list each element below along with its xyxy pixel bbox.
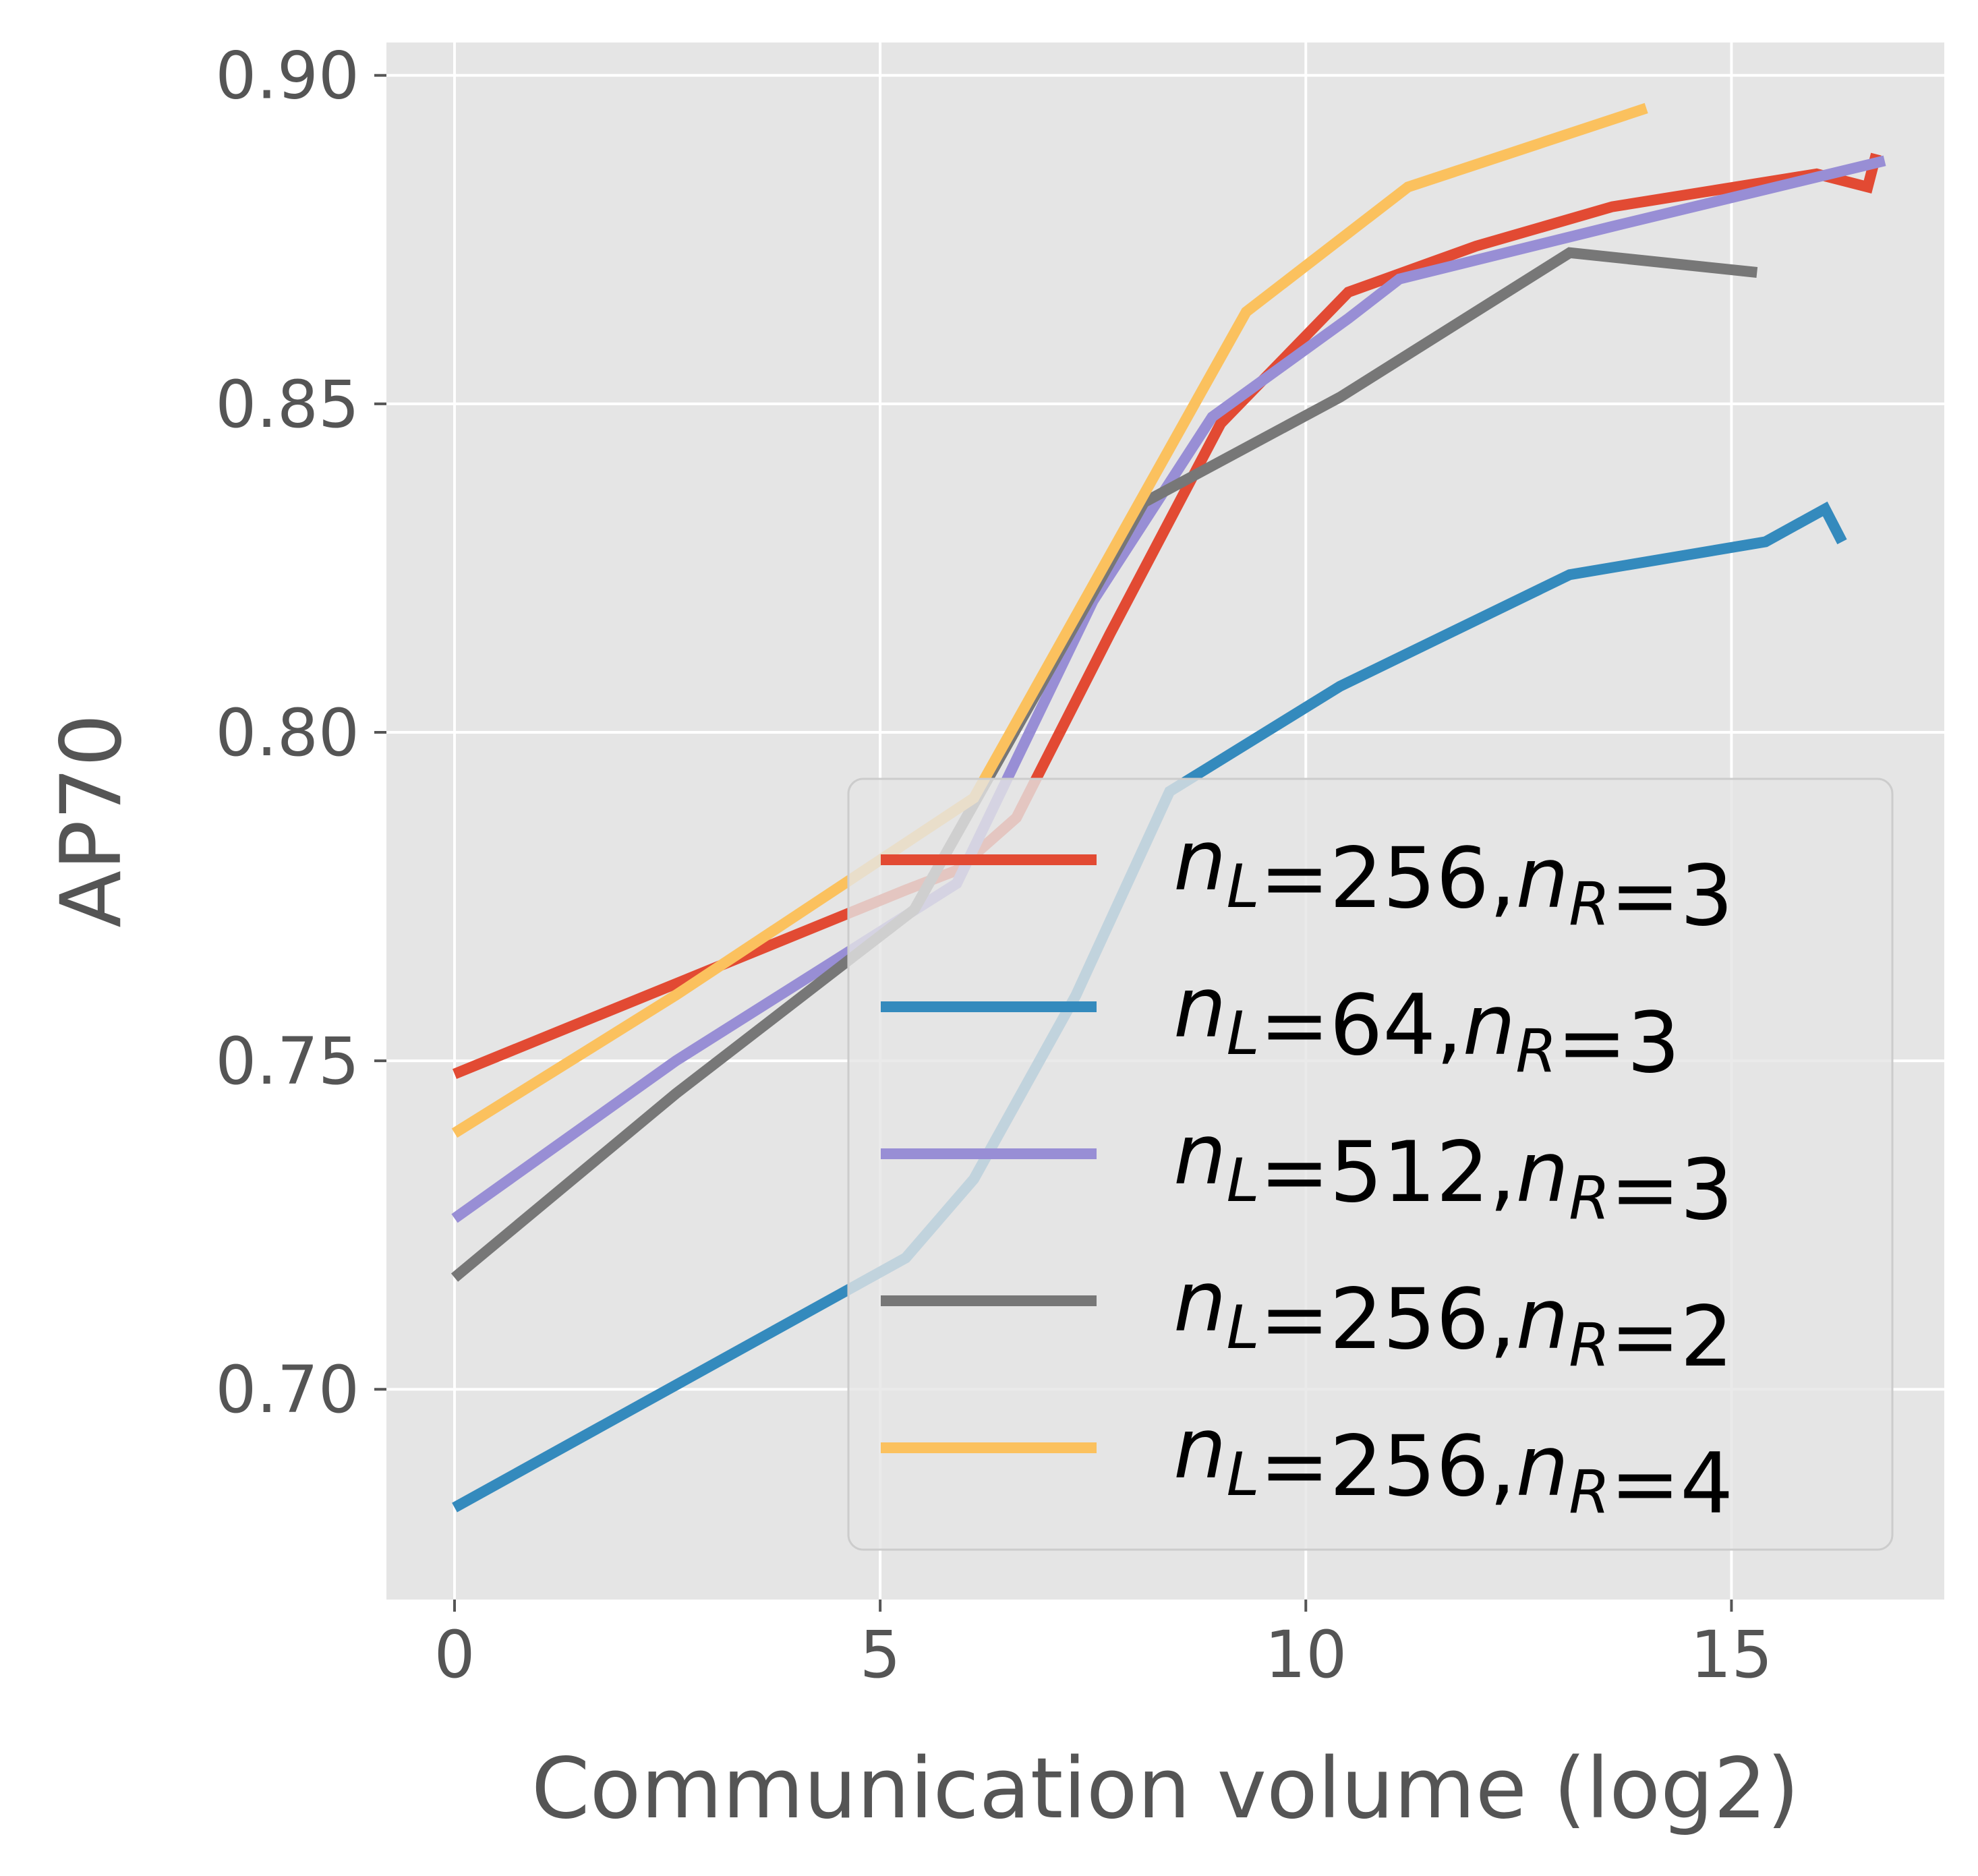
- legend-label: nL=64,nR=3: [1173, 960, 1680, 1092]
- legend-label: nL=256,nR=2: [1173, 1254, 1733, 1386]
- x-tick-label: 15: [1690, 1617, 1772, 1693]
- y-axis-label: AP70: [43, 713, 140, 927]
- y-tick-label: 0.90: [215, 38, 359, 114]
- y-tick-label: 0.80: [215, 695, 359, 771]
- legend-label: nL=512,nR=3: [1173, 1107, 1733, 1239]
- legend-label: nL=256,nR=4: [1173, 1401, 1733, 1533]
- y-tick-label: 0.85: [215, 367, 359, 442]
- legend-label: nL=256,nR=3: [1173, 813, 1733, 945]
- x-tick-label: 5: [860, 1617, 901, 1693]
- y-tick-label: 0.70: [215, 1352, 359, 1428]
- x-tick-label: 0: [434, 1617, 475, 1693]
- x-tick-label: 10: [1264, 1617, 1347, 1693]
- axis-ticks: 0 5 10 15 0.70 0.75 0.80 0.85 0.90: [215, 38, 1772, 1693]
- series-line: [451, 155, 1886, 1223]
- legend: nL=256,nR=3 nL=64,nR=3 nL=512,nR=3 nL=256,n…: [847, 778, 1894, 1551]
- x-axis-label: Communication volume (log2): [531, 1740, 1799, 1838]
- series-line: [451, 102, 1648, 1138]
- legend-box: [847, 778, 1894, 1551]
- y-tick-label: 0.75: [215, 1024, 359, 1099]
